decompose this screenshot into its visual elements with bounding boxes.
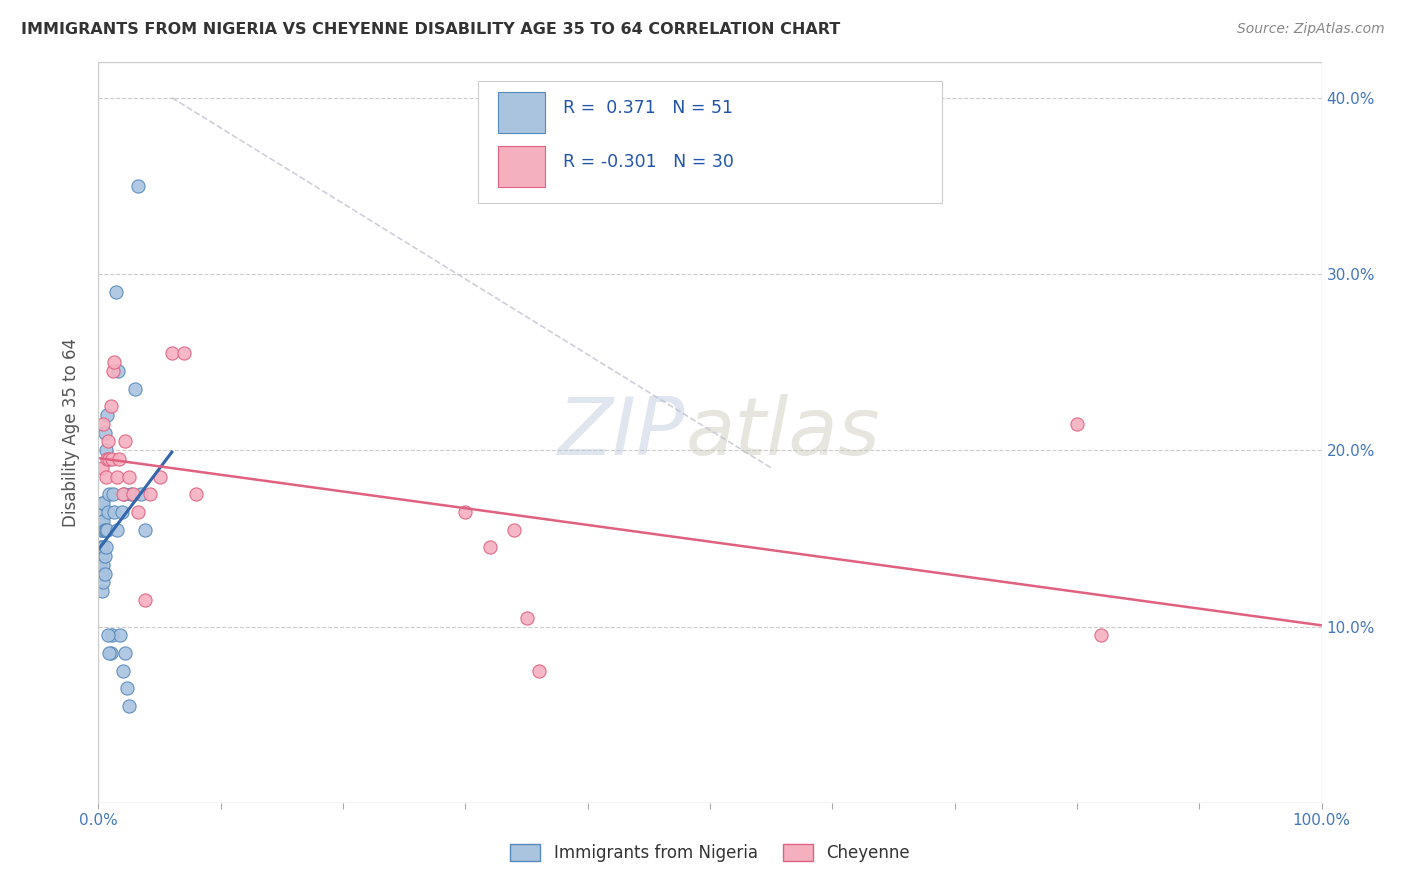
Point xyxy=(101,487,124,501)
Point xyxy=(129,487,152,501)
Text: R = -0.301   N = 30: R = -0.301 N = 30 xyxy=(564,153,734,171)
Point xyxy=(1090,628,1112,642)
Point xyxy=(91,523,114,537)
Point xyxy=(91,540,114,554)
Text: atlas: atlas xyxy=(686,393,880,472)
Point xyxy=(97,505,120,519)
Point xyxy=(115,681,138,696)
Point xyxy=(94,469,117,483)
Point xyxy=(93,425,115,440)
Point xyxy=(93,566,115,581)
Text: IMMIGRANTS FROM NIGERIA VS CHEYENNE DISABILITY AGE 35 TO 64 CORRELATION CHART: IMMIGRANTS FROM NIGERIA VS CHEYENNE DISA… xyxy=(21,22,841,37)
Point xyxy=(149,469,172,483)
Point xyxy=(90,549,112,563)
Point xyxy=(108,452,131,467)
Point xyxy=(97,434,120,449)
Point xyxy=(91,575,114,590)
Point xyxy=(91,505,114,519)
Point xyxy=(111,487,134,501)
Point xyxy=(98,452,121,467)
Y-axis label: Disability Age 35 to 64: Disability Age 35 to 64 xyxy=(62,338,80,527)
Point xyxy=(107,364,129,378)
Point xyxy=(101,452,124,467)
Point xyxy=(1066,417,1088,431)
Point xyxy=(91,496,114,510)
Point xyxy=(101,364,124,378)
Point xyxy=(89,558,111,572)
Point xyxy=(105,523,128,537)
Point xyxy=(134,593,156,607)
Point xyxy=(173,346,195,360)
Point xyxy=(100,646,122,660)
Point xyxy=(98,487,121,501)
Point xyxy=(114,646,136,660)
Point xyxy=(91,461,114,475)
Point xyxy=(121,487,143,501)
Point xyxy=(98,646,121,660)
Point xyxy=(112,487,135,501)
Point xyxy=(454,505,477,519)
Point xyxy=(94,523,117,537)
Point xyxy=(91,496,114,510)
Point xyxy=(89,540,111,554)
Point xyxy=(96,408,118,422)
Point xyxy=(100,399,122,413)
Point xyxy=(515,610,537,624)
Point xyxy=(139,487,162,501)
Point xyxy=(91,584,114,599)
Point xyxy=(114,434,136,449)
Text: R =  0.371   N = 51: R = 0.371 N = 51 xyxy=(564,99,734,118)
Point xyxy=(103,505,125,519)
Point xyxy=(91,417,114,431)
Point xyxy=(160,346,183,360)
Point xyxy=(93,523,115,537)
Point xyxy=(94,540,117,554)
Point xyxy=(90,566,112,581)
Point xyxy=(118,698,141,713)
Point xyxy=(96,452,118,467)
Point xyxy=(127,178,149,193)
Point xyxy=(91,514,114,528)
Point xyxy=(104,285,127,299)
Point xyxy=(91,523,114,537)
Point xyxy=(90,514,112,528)
Point xyxy=(186,487,208,501)
Point xyxy=(111,664,134,678)
Point xyxy=(97,628,120,642)
Point xyxy=(91,540,114,554)
Point xyxy=(127,505,149,519)
FancyBboxPatch shape xyxy=(498,146,546,186)
Point xyxy=(91,558,114,572)
Point xyxy=(103,355,125,369)
FancyBboxPatch shape xyxy=(478,81,942,203)
Point xyxy=(93,549,115,563)
Point xyxy=(101,628,124,642)
Point xyxy=(91,566,114,581)
Point xyxy=(105,469,128,483)
Point xyxy=(478,540,501,554)
Point xyxy=(118,469,141,483)
Text: Source: ZipAtlas.com: Source: ZipAtlas.com xyxy=(1237,22,1385,37)
Point xyxy=(90,523,112,537)
Point xyxy=(124,382,146,396)
Point xyxy=(91,549,114,563)
Text: ZIP: ZIP xyxy=(558,393,686,472)
Point xyxy=(94,443,117,458)
Point xyxy=(111,505,134,519)
Point xyxy=(527,664,550,678)
Point xyxy=(503,523,526,537)
FancyBboxPatch shape xyxy=(498,92,546,133)
Legend: Immigrants from Nigeria, Cheyenne: Immigrants from Nigeria, Cheyenne xyxy=(503,837,917,869)
Point xyxy=(96,523,118,537)
Point xyxy=(120,487,142,501)
Point xyxy=(134,523,156,537)
Point xyxy=(110,628,132,642)
